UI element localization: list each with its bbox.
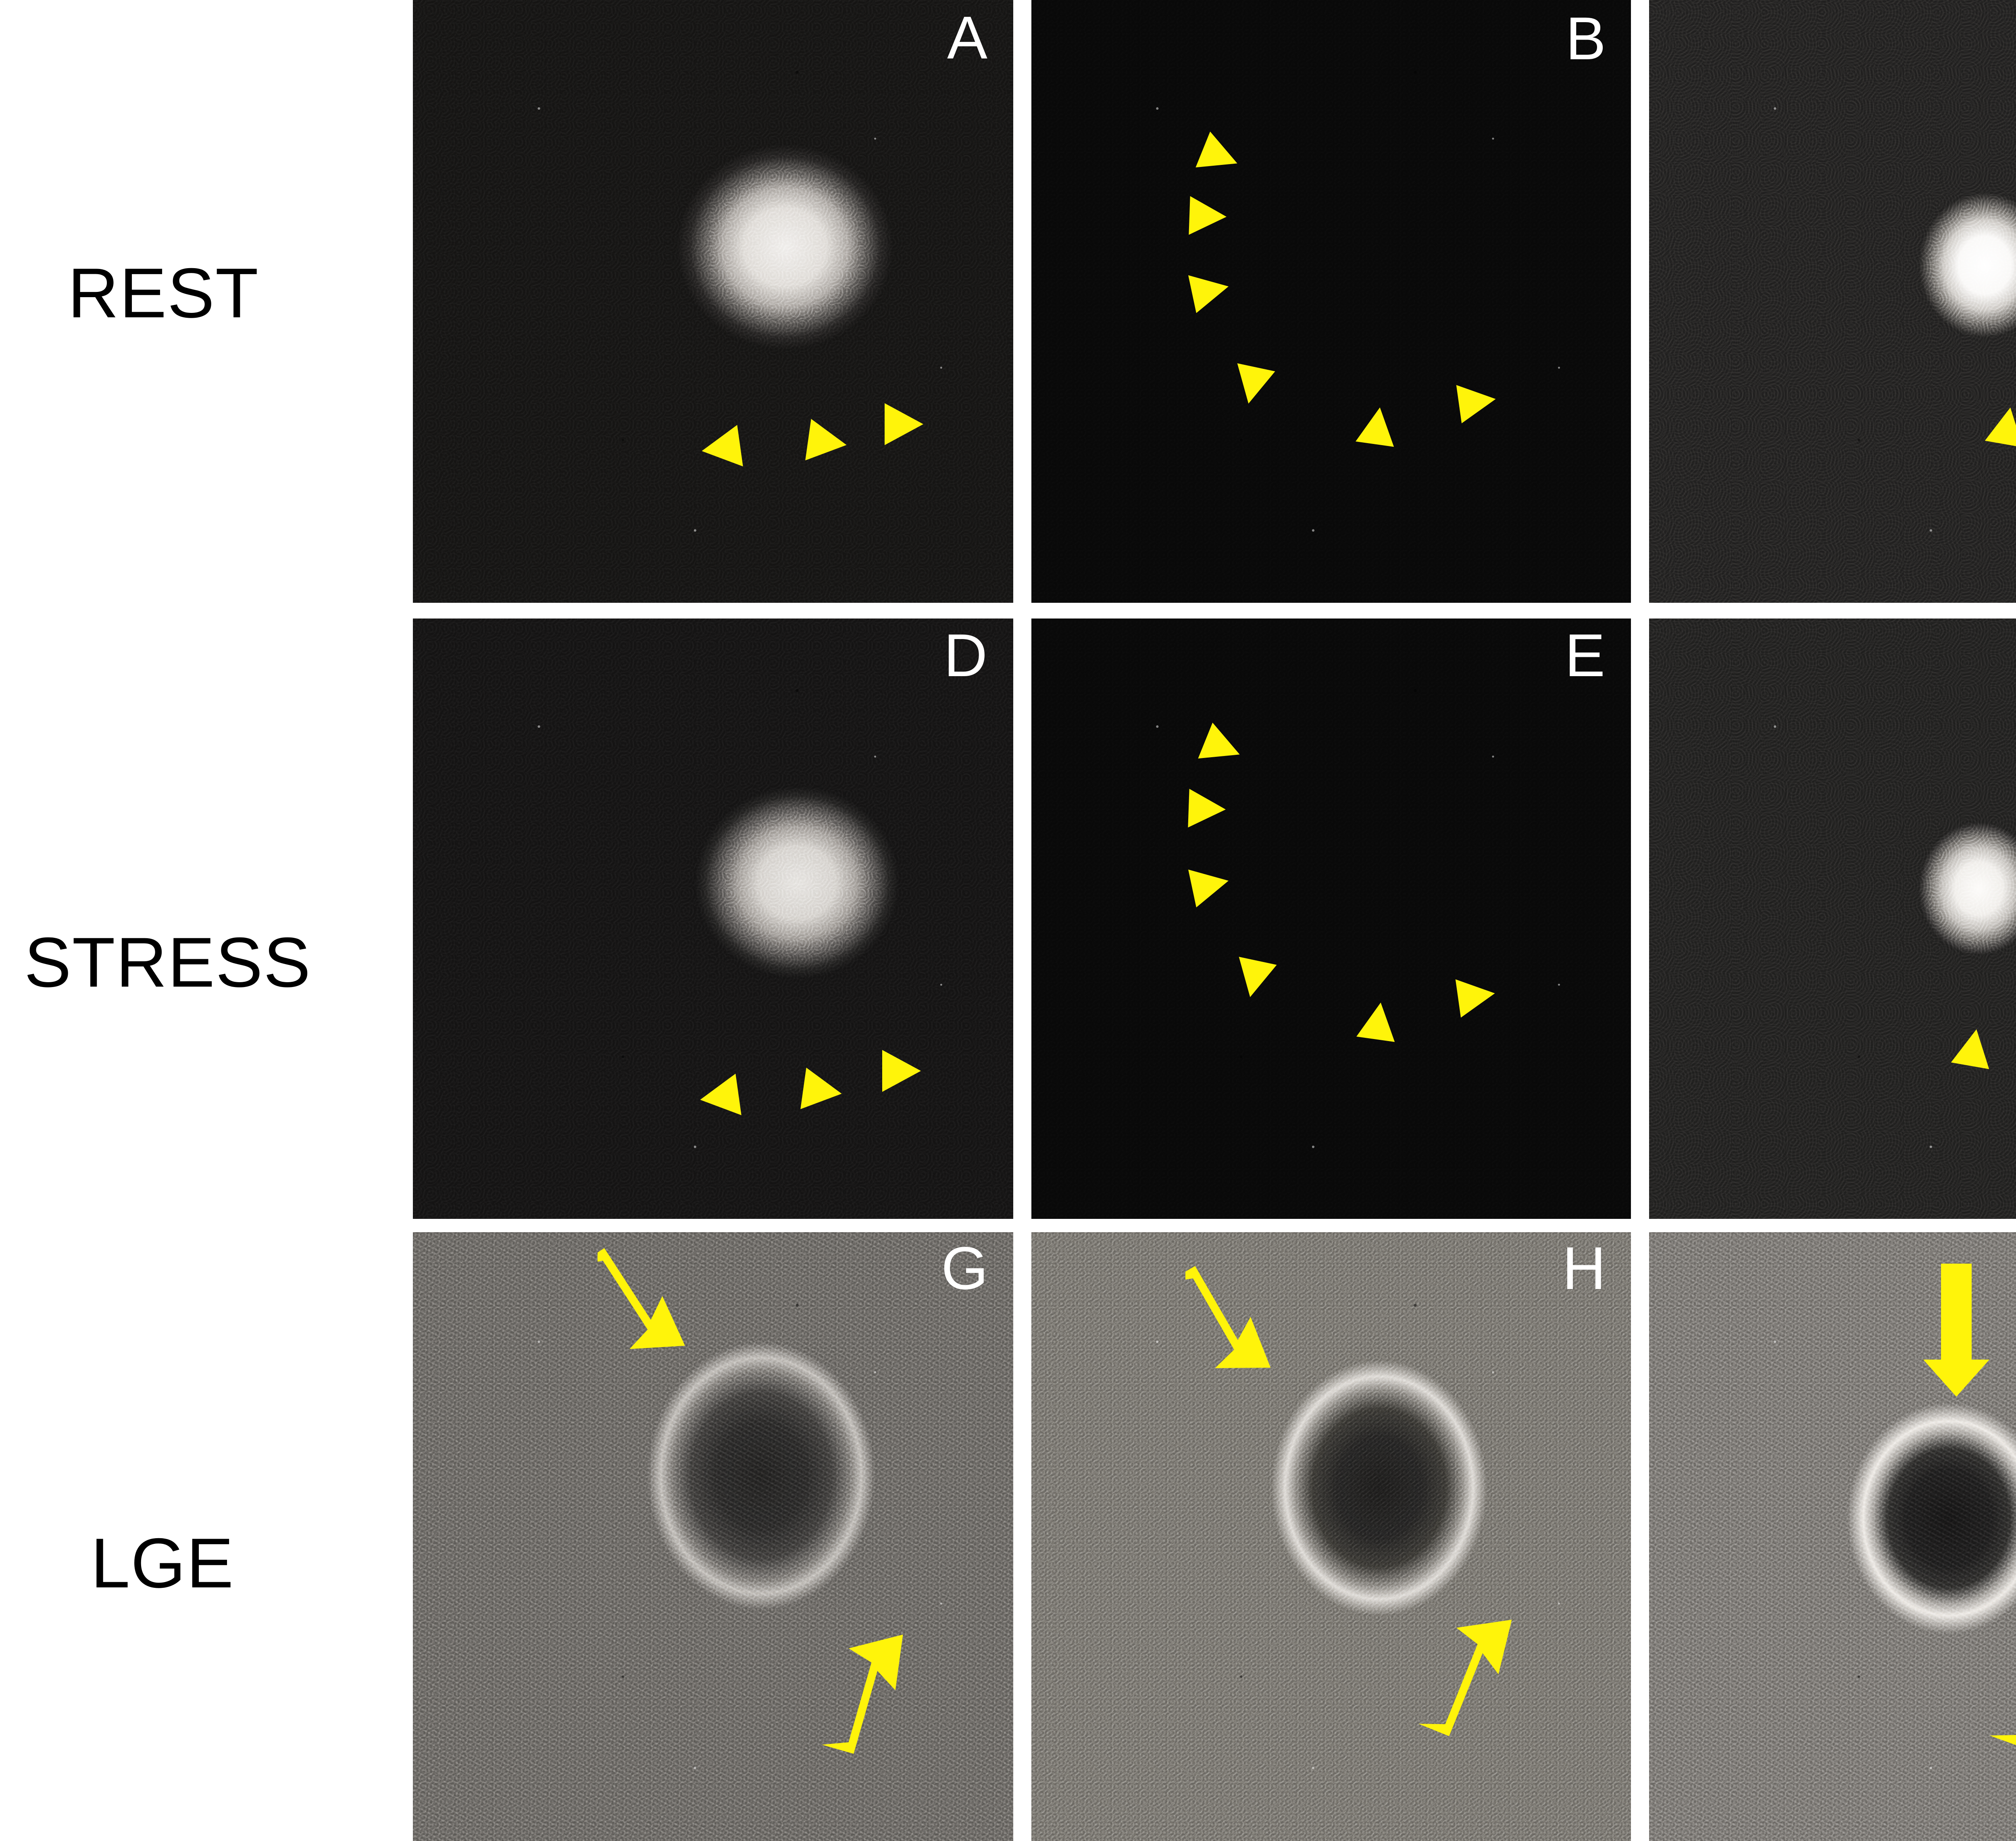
panel-letter-G: G [941,1234,988,1302]
arrowhead-marker [1229,363,1275,408]
panel-A[interactable]: A [413,0,1013,603]
arrowhead-marker [1356,404,1399,447]
arrowhead-marker [1456,380,1499,423]
panel-E[interactable]: E [1031,619,1631,1219]
mri-speckle-D [413,619,1013,1219]
panel-letter-D: D [943,621,987,689]
mri-speckle-B [1031,0,1631,603]
block-arrow-marker [822,1635,903,1754]
arrowhead-marker [1455,974,1498,1018]
mri-speckle-C [1649,0,2016,603]
block-arrow-marker [1989,1628,2016,1747]
row-label-stress: STRESS [24,923,312,1002]
row-label-lge: LGE [91,1524,235,1603]
arrowhead-marker [1188,862,1233,908]
mri-speckle-A [413,0,1013,603]
panel-B[interactable]: B [1031,0,1631,603]
arrowhead-marker [885,403,923,445]
mri-speckle-E [1031,619,1631,1219]
arrowhead-marker [805,419,850,466]
mri-speckle-G [413,1232,1013,1841]
panel-C[interactable]: C [1649,0,2016,603]
panel-letter-H: H [1562,1234,1606,1302]
panel-F[interactable]: F [1649,619,2016,1219]
panel-G[interactable]: G [413,1232,1013,1841]
arrowhead-marker [699,425,743,472]
block-arrow-marker [1185,1266,1271,1368]
panel-letter-A: A [947,4,987,71]
arrowhead-marker [1951,1026,1996,1069]
block-arrow-marker [1923,1264,1989,1397]
panel-H[interactable]: H [1031,1232,1631,1841]
mri-speckle-H [1031,1232,1631,1841]
arrowhead-marker [1231,957,1277,1001]
block-arrow-marker [1418,1620,1512,1736]
panel-letter-E: E [1564,621,1605,689]
mri-speckle-F [1649,619,2016,1219]
panel-I[interactable]: I [1649,1232,2016,1841]
panel-D[interactable]: D [413,619,1013,1219]
arrowhead-marker [800,1067,845,1115]
arrowhead-marker [697,1073,741,1121]
row-label-rest: REST [68,254,259,333]
arrowhead-marker [882,1050,921,1092]
arrowhead-marker [1356,1000,1400,1042]
arrowhead-marker [1188,789,1227,829]
arrowhead-marker [1188,267,1233,313]
panel-letter-B: B [1565,4,1606,72]
arrowhead-marker [1189,196,1227,236]
block-arrow-marker [598,1248,685,1349]
